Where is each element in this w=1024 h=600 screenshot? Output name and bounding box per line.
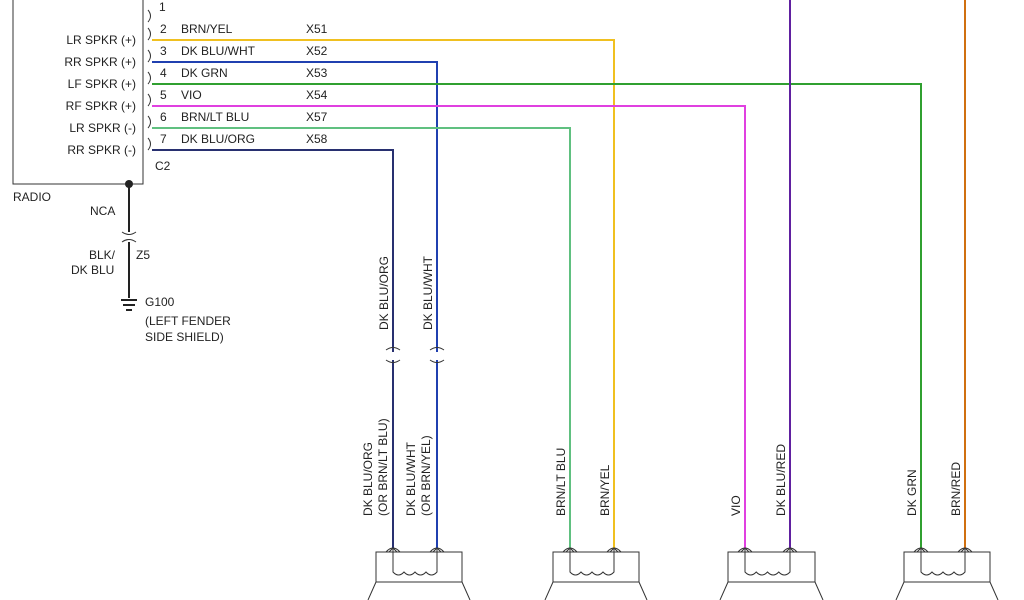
ground-id: G100 (145, 295, 175, 309)
speakers (367, 547, 999, 600)
inline-connectors (385, 347, 445, 363)
ground-wire-color-1: BLK/ (89, 248, 116, 262)
speaker-4-wire-b-label: BRN/RED (949, 462, 963, 516)
wire-label-upper-b: DK BLU/WHT (421, 255, 435, 330)
nca-label: NCA (90, 204, 115, 218)
pin-wire-color: DK GRN (181, 66, 228, 80)
pin-connector (147, 49, 151, 63)
pin-function: RF SPKR (+) (66, 99, 136, 113)
pin-number: 4 (160, 66, 167, 80)
pin-number: 6 (160, 110, 167, 124)
pin-1-number: 1 (159, 0, 166, 14)
pin-1-connector (147, 9, 151, 23)
pin-wire-color: DK BLU/ORG (181, 132, 255, 146)
pin-circuit: X54 (306, 88, 328, 102)
speaker-3-wire-a-label: VIO (729, 495, 743, 516)
pin-circuit: X52 (306, 44, 328, 58)
radio-module (12, 0, 144, 185)
voice-coil-icon (569, 549, 615, 576)
wire-brn-lt-blu (152, 127, 571, 548)
pin-function: LR SPKR (+) (66, 33, 136, 47)
wire-dk-blu-wht (152, 61, 438, 548)
speaker-1-wire-b-label: DK BLU/WHT (404, 441, 418, 516)
pin-connector (147, 71, 151, 85)
speaker-2 (544, 547, 648, 600)
pin-connector (147, 93, 151, 107)
pin-wire-color: BRN/LT BLU (181, 110, 249, 124)
speaker-1-wire-a-label: DK BLU/ORG (361, 442, 375, 516)
pin-function: RR SPKR (+) (64, 55, 136, 69)
pin-rows: LR SPKR (+) 2 BRN/YEL X51 RR SPKR (+) 3 DK BLU… (64, 22, 327, 157)
voice-coil-icon (744, 549, 791, 576)
speaker-2-wire-a-label: BRN/LT BLU (554, 448, 568, 516)
pin-connector (147, 27, 151, 41)
wire-label-upper-a: DK BLU/ORG (377, 256, 391, 330)
voice-coil-icon (920, 549, 966, 576)
pin-function: LR SPKR (-) (69, 121, 136, 135)
ground-wire-color-2: DK BLU (71, 263, 114, 277)
speaker-3-wire-b-label: DK BLU/RED (774, 444, 788, 516)
ground-icon (121, 299, 137, 311)
speaker-2-wire-b-label: BRN/YEL (598, 464, 612, 516)
speaker-1-wire-a-alt: (OR BRN/LT BLU) (376, 418, 390, 516)
pin-wire-color: VIO (181, 88, 202, 102)
pin-number: 5 (160, 88, 167, 102)
speaker-3 (719, 547, 824, 600)
pin-circuit: X57 (306, 110, 328, 124)
pin-function: RR SPKR (-) (67, 143, 136, 157)
voice-coil-icon (392, 549, 438, 576)
pin-circuit: X58 (306, 132, 328, 146)
pin-connector (147, 115, 151, 129)
speaker-4 (895, 547, 999, 600)
wire-brn-yel (152, 39, 615, 548)
ground-circuit: Z5 (136, 248, 150, 262)
pin-wire-color: BRN/YEL (181, 22, 233, 36)
speaker-4-wire-a-label: DK GRN (905, 469, 919, 516)
wire-dk-grn (152, 83, 922, 548)
speaker-1-wire-b-alt: (OR BRN/YEL) (419, 435, 433, 516)
pin-number: 7 (160, 132, 167, 146)
connector-c2-label: C2 (155, 159, 171, 173)
pin-circuit: X51 (306, 22, 328, 36)
speaker-1 (367, 547, 471, 600)
ground-location-2: SIDE SHIELD) (145, 330, 224, 344)
pin-circuit: X53 (306, 66, 328, 80)
ground-connector (121, 231, 137, 243)
radio-label: RADIO (13, 190, 51, 204)
ground-location-1: (LEFT FENDER (145, 314, 231, 328)
pin-number: 2 (160, 22, 167, 36)
pin-connector (147, 137, 151, 151)
pin-number: 3 (160, 44, 167, 58)
wire-vio (152, 105, 746, 548)
pin-wire-color: DK BLU/WHT (181, 44, 256, 58)
wire-dk-blu-org (152, 149, 394, 548)
pin-function: LF SPKR (+) (68, 77, 136, 91)
